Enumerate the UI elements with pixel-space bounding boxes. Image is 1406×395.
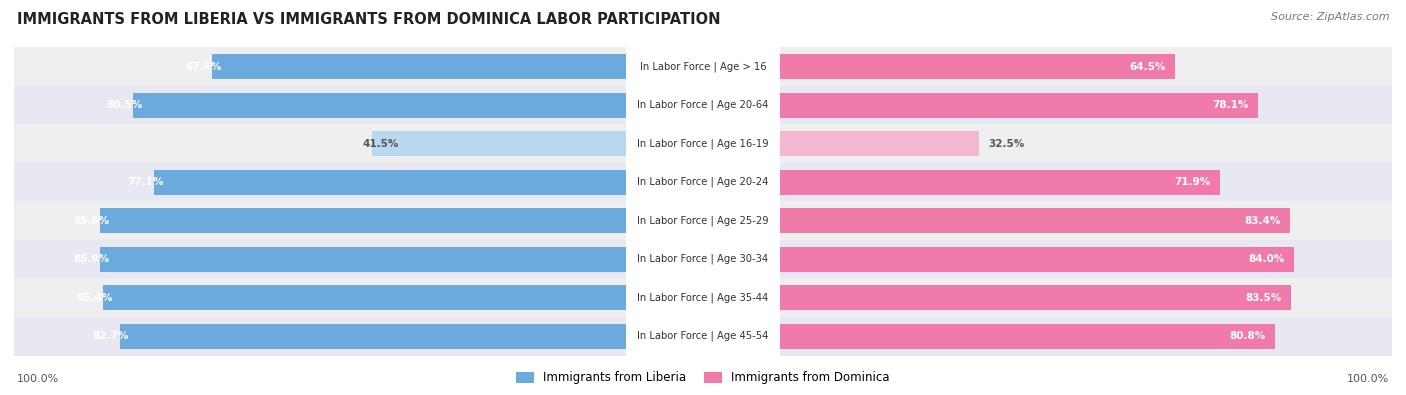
Bar — [780, 201, 1392, 240]
Text: 85.9%: 85.9% — [73, 254, 110, 264]
Text: In Labor Force | Age 20-24: In Labor Force | Age 20-24 — [637, 177, 769, 188]
Text: 83.5%: 83.5% — [1246, 293, 1282, 303]
Text: In Labor Force | Age 20-64: In Labor Force | Age 20-64 — [637, 100, 769, 111]
Text: 84.0%: 84.0% — [1249, 254, 1285, 264]
Bar — [780, 47, 1392, 86]
Text: In Labor Force | Age 16-19: In Labor Force | Age 16-19 — [637, 138, 769, 149]
Bar — [780, 317, 1392, 356]
Text: 77.1%: 77.1% — [127, 177, 163, 187]
Bar — [14, 278, 626, 317]
Legend: Immigrants from Liberia, Immigrants from Dominica: Immigrants from Liberia, Immigrants from… — [512, 367, 894, 389]
Bar — [780, 278, 1392, 317]
Text: 32.5%: 32.5% — [988, 139, 1025, 149]
Text: In Labor Force | Age 35-44: In Labor Force | Age 35-44 — [637, 292, 769, 303]
Text: 85.4%: 85.4% — [76, 293, 112, 303]
Text: 100.0%: 100.0% — [1347, 374, 1389, 384]
Bar — [14, 163, 626, 201]
Text: In Labor Force | Age 25-29: In Labor Force | Age 25-29 — [637, 215, 769, 226]
Bar — [155, 170, 626, 195]
Text: 100.0%: 100.0% — [17, 374, 59, 384]
Bar — [780, 54, 1175, 79]
Text: 85.9%: 85.9% — [73, 216, 110, 226]
Bar — [104, 285, 626, 310]
Text: 80.8%: 80.8% — [1229, 331, 1265, 341]
Bar — [14, 86, 626, 124]
Text: 64.5%: 64.5% — [1129, 62, 1166, 71]
Bar — [780, 240, 1392, 278]
Text: In Labor Force | Age 45-54: In Labor Force | Age 45-54 — [637, 331, 769, 342]
Bar — [100, 247, 626, 272]
Bar — [780, 247, 1294, 272]
Text: 67.6%: 67.6% — [186, 62, 221, 71]
Bar — [14, 47, 626, 86]
Bar — [14, 124, 626, 163]
Bar — [100, 208, 626, 233]
Text: In Labor Force | Age 30-34: In Labor Force | Age 30-34 — [637, 254, 769, 265]
Text: 83.4%: 83.4% — [1244, 216, 1281, 226]
Text: 41.5%: 41.5% — [363, 139, 399, 149]
Text: 71.9%: 71.9% — [1174, 177, 1211, 187]
Bar — [780, 285, 1291, 310]
Bar — [14, 201, 626, 240]
Bar — [780, 93, 1258, 118]
Bar — [780, 208, 1291, 233]
Bar — [371, 131, 626, 156]
Bar — [120, 324, 626, 349]
Bar — [780, 170, 1220, 195]
Text: IMMIGRANTS FROM LIBERIA VS IMMIGRANTS FROM DOMINICA LABOR PARTICIPATION: IMMIGRANTS FROM LIBERIA VS IMMIGRANTS FR… — [17, 12, 720, 27]
Bar — [780, 86, 1392, 124]
Bar — [212, 54, 626, 79]
Bar — [780, 324, 1274, 349]
Text: In Labor Force | Age > 16: In Labor Force | Age > 16 — [640, 61, 766, 72]
Text: 78.1%: 78.1% — [1212, 100, 1249, 110]
Bar — [780, 124, 1392, 163]
Bar — [780, 163, 1392, 201]
Bar — [14, 317, 626, 356]
Bar — [134, 93, 626, 118]
Text: 82.7%: 82.7% — [93, 331, 129, 341]
Text: Source: ZipAtlas.com: Source: ZipAtlas.com — [1271, 12, 1389, 22]
Text: 80.5%: 80.5% — [107, 100, 142, 110]
Bar — [780, 131, 979, 156]
Bar — [14, 240, 626, 278]
